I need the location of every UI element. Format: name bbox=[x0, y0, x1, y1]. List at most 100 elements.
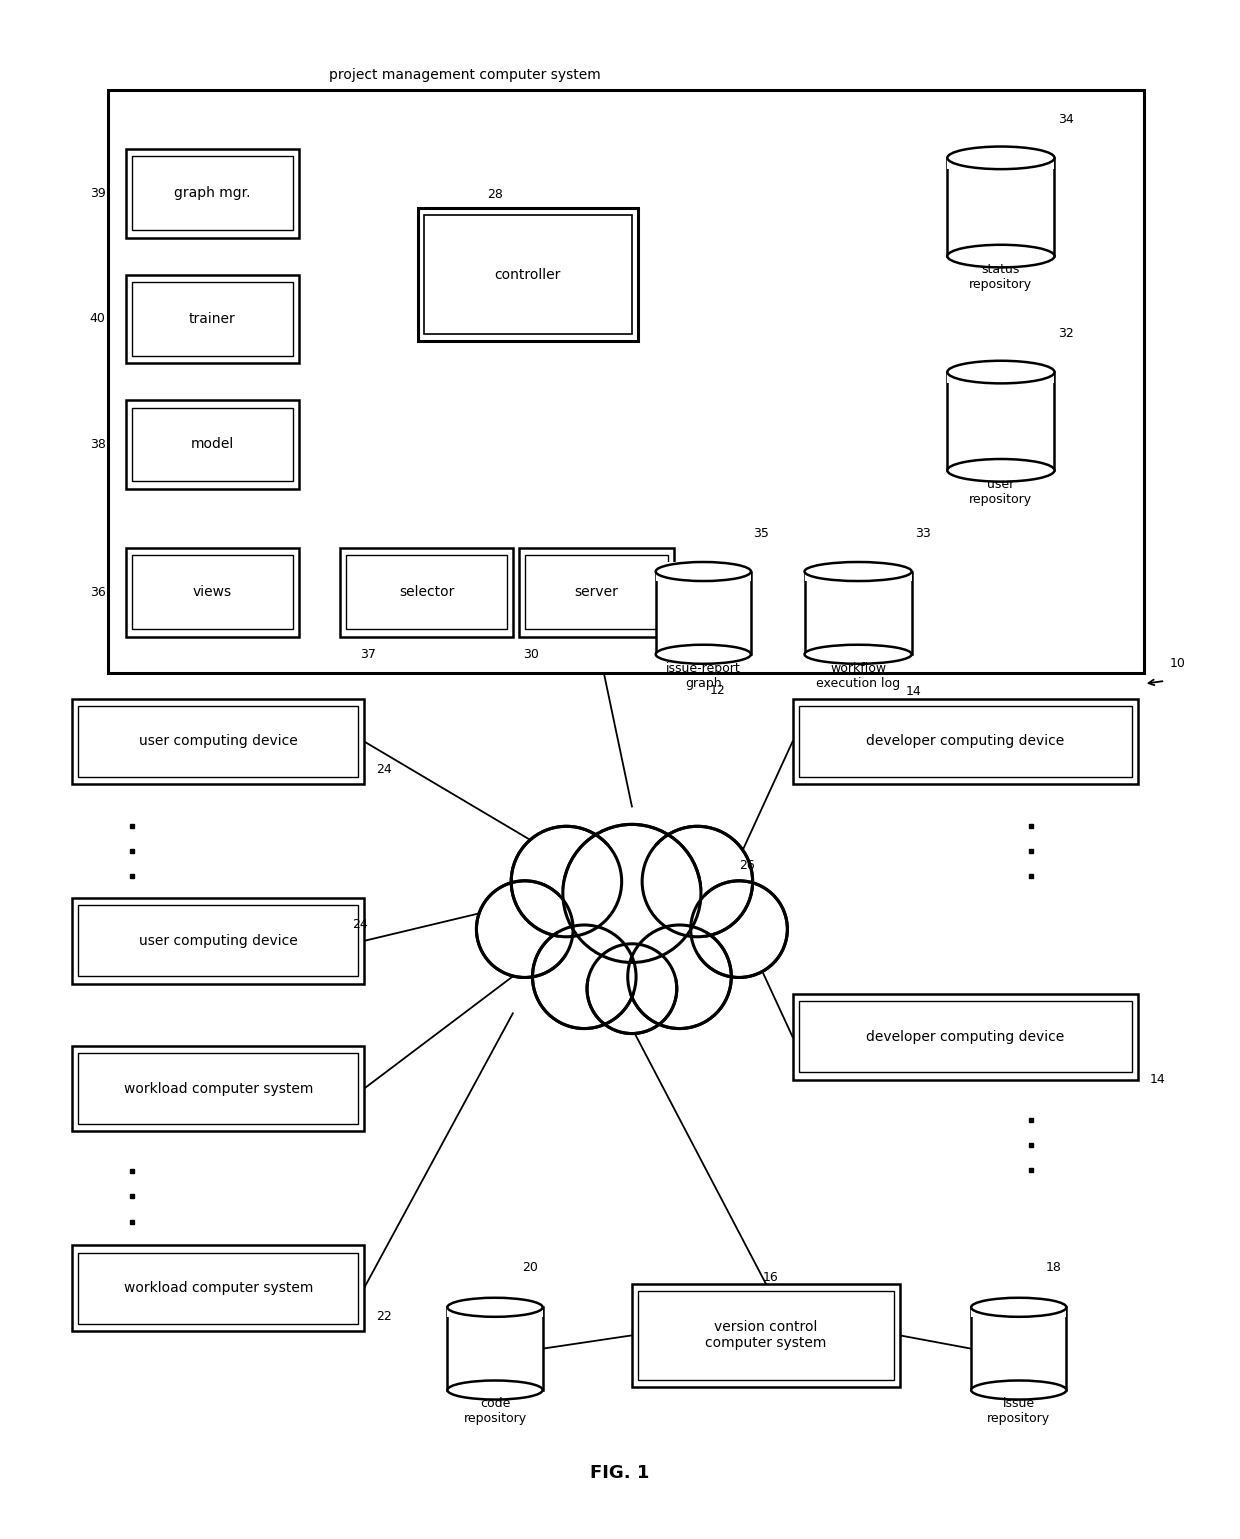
Bar bbox=[947, 159, 1054, 255]
Ellipse shape bbox=[476, 880, 573, 977]
Text: 26: 26 bbox=[739, 859, 755, 873]
Text: graph mgr.: graph mgr. bbox=[174, 186, 250, 200]
Text: views: views bbox=[192, 585, 232, 599]
Text: workload computer system: workload computer system bbox=[124, 1280, 312, 1296]
Ellipse shape bbox=[532, 925, 636, 1028]
Text: user
repository: user repository bbox=[970, 477, 1033, 506]
Text: 30: 30 bbox=[523, 648, 539, 660]
FancyBboxPatch shape bbox=[126, 400, 299, 489]
Text: project management computer system: project management computer system bbox=[330, 69, 601, 83]
FancyBboxPatch shape bbox=[72, 699, 365, 785]
Text: 14: 14 bbox=[905, 685, 921, 697]
Text: 14: 14 bbox=[1149, 1073, 1166, 1087]
Text: 22: 22 bbox=[376, 1310, 392, 1322]
Text: 24: 24 bbox=[376, 763, 392, 776]
FancyBboxPatch shape bbox=[72, 899, 365, 983]
Text: selector: selector bbox=[399, 585, 454, 599]
FancyBboxPatch shape bbox=[792, 699, 1138, 785]
Ellipse shape bbox=[805, 645, 911, 663]
FancyBboxPatch shape bbox=[632, 1284, 900, 1387]
Text: 38: 38 bbox=[89, 439, 105, 451]
Ellipse shape bbox=[947, 146, 1054, 169]
Text: server: server bbox=[574, 585, 618, 599]
Text: 33: 33 bbox=[915, 526, 931, 540]
Ellipse shape bbox=[656, 562, 751, 582]
Text: 12: 12 bbox=[709, 683, 725, 697]
Text: trainer: trainer bbox=[188, 312, 236, 326]
Text: code
repository: code repository bbox=[464, 1397, 527, 1425]
FancyBboxPatch shape bbox=[131, 282, 293, 356]
FancyBboxPatch shape bbox=[72, 1245, 365, 1331]
Ellipse shape bbox=[448, 1380, 543, 1399]
Bar bbox=[947, 360, 1054, 383]
FancyBboxPatch shape bbox=[418, 208, 637, 342]
FancyBboxPatch shape bbox=[72, 1047, 365, 1131]
Text: 18: 18 bbox=[1047, 1260, 1061, 1274]
Bar bbox=[947, 372, 1054, 471]
Ellipse shape bbox=[805, 562, 911, 582]
Bar bbox=[448, 1307, 543, 1390]
Text: 32: 32 bbox=[1058, 328, 1074, 340]
Text: user computing device: user computing device bbox=[139, 934, 298, 948]
Text: developer computing device: developer computing device bbox=[866, 1030, 1064, 1043]
Bar bbox=[971, 1297, 1066, 1317]
FancyBboxPatch shape bbox=[792, 994, 1138, 1080]
Text: 24: 24 bbox=[352, 919, 368, 931]
Ellipse shape bbox=[971, 1297, 1066, 1317]
FancyBboxPatch shape bbox=[78, 905, 358, 976]
FancyBboxPatch shape bbox=[637, 1291, 894, 1379]
FancyBboxPatch shape bbox=[126, 149, 299, 237]
FancyBboxPatch shape bbox=[799, 706, 1132, 777]
FancyBboxPatch shape bbox=[340, 548, 513, 637]
Text: issue
repository: issue repository bbox=[987, 1397, 1050, 1425]
FancyBboxPatch shape bbox=[78, 1053, 358, 1123]
Text: 16: 16 bbox=[763, 1271, 779, 1284]
FancyBboxPatch shape bbox=[78, 706, 358, 777]
Ellipse shape bbox=[947, 245, 1054, 268]
Text: status
repository: status repository bbox=[970, 263, 1033, 291]
Ellipse shape bbox=[947, 360, 1054, 383]
Ellipse shape bbox=[691, 880, 787, 977]
FancyBboxPatch shape bbox=[525, 556, 667, 629]
FancyBboxPatch shape bbox=[78, 1253, 358, 1324]
Ellipse shape bbox=[587, 943, 677, 1034]
FancyBboxPatch shape bbox=[126, 274, 299, 363]
Text: controller: controller bbox=[495, 268, 560, 282]
FancyBboxPatch shape bbox=[131, 157, 293, 231]
Bar bbox=[805, 571, 911, 654]
Ellipse shape bbox=[448, 1297, 543, 1317]
Text: 28: 28 bbox=[487, 188, 503, 200]
Text: FIG. 1: FIG. 1 bbox=[590, 1464, 650, 1482]
Text: 10: 10 bbox=[1169, 657, 1185, 669]
Text: 40: 40 bbox=[89, 312, 105, 325]
Bar bbox=[656, 571, 751, 654]
Bar bbox=[656, 562, 751, 582]
Text: developer computing device: developer computing device bbox=[866, 734, 1064, 748]
Ellipse shape bbox=[656, 645, 751, 663]
Bar bbox=[805, 562, 911, 582]
FancyBboxPatch shape bbox=[131, 408, 293, 482]
Text: 35: 35 bbox=[754, 526, 769, 540]
Text: issue-report
graph: issue-report graph bbox=[666, 662, 740, 689]
Ellipse shape bbox=[563, 825, 701, 962]
Text: 34: 34 bbox=[1058, 112, 1074, 126]
Bar bbox=[448, 1297, 543, 1317]
Text: workflow
execution log: workflow execution log bbox=[816, 662, 900, 689]
Ellipse shape bbox=[642, 826, 753, 937]
Text: 39: 39 bbox=[91, 186, 105, 200]
Text: user computing device: user computing device bbox=[139, 734, 298, 748]
FancyBboxPatch shape bbox=[518, 548, 673, 637]
FancyBboxPatch shape bbox=[424, 215, 632, 334]
Bar bbox=[971, 1307, 1066, 1390]
Text: 20: 20 bbox=[522, 1260, 538, 1274]
FancyBboxPatch shape bbox=[346, 556, 507, 629]
FancyBboxPatch shape bbox=[126, 548, 299, 637]
Ellipse shape bbox=[556, 842, 708, 993]
Ellipse shape bbox=[947, 459, 1054, 482]
Ellipse shape bbox=[971, 1380, 1066, 1399]
FancyBboxPatch shape bbox=[799, 1002, 1132, 1073]
Ellipse shape bbox=[627, 925, 732, 1028]
Text: 37: 37 bbox=[360, 648, 376, 660]
Bar bbox=[947, 146, 1054, 169]
Text: model: model bbox=[191, 437, 234, 451]
